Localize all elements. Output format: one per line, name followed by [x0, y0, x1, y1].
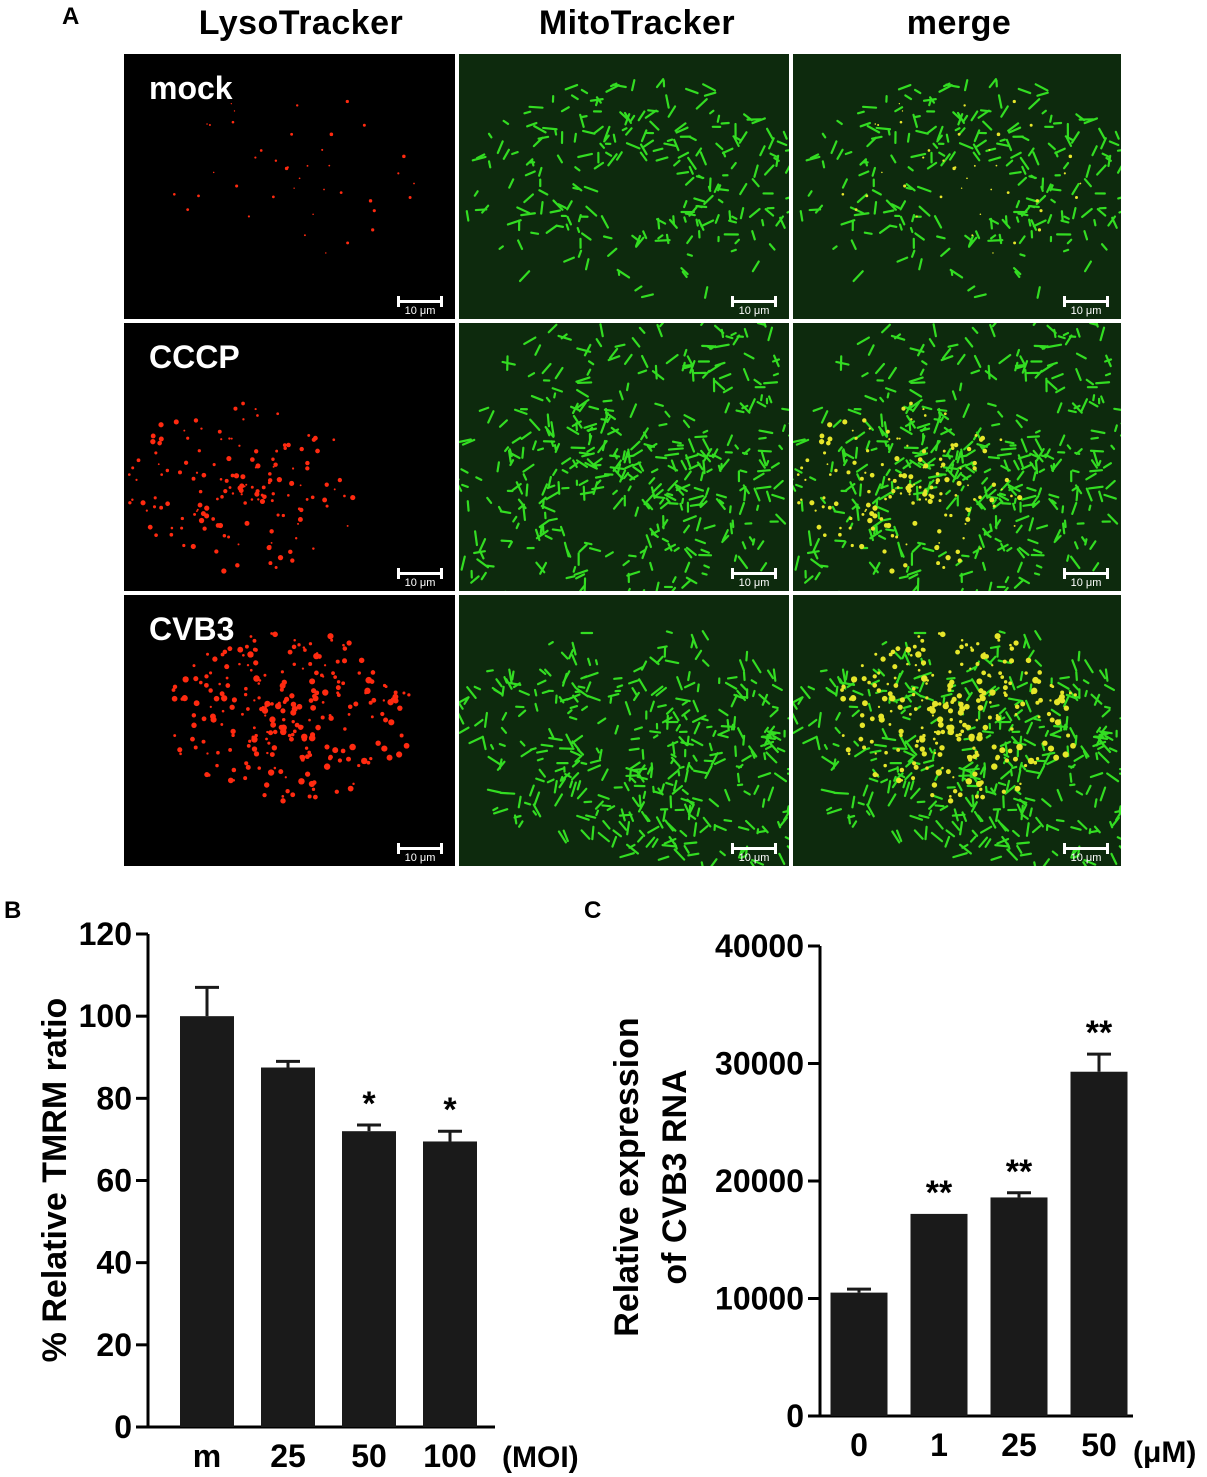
row-label-cvb3: CVB3	[149, 611, 235, 647]
micrograph-mock-merge: 10 μm	[793, 54, 1121, 319]
micrograph-mock-mito: 10 μm	[459, 54, 789, 319]
x-tick-label-1: 1	[930, 1427, 948, 1463]
scale-bar: 10 μm	[1063, 568, 1109, 589]
scale-bar: 10 μm	[731, 568, 777, 589]
scale-bar-label: 10 μm	[404, 577, 436, 589]
scale-bar: 10 μm	[397, 568, 443, 589]
micrograph-grid: mock 10 μm 10 μm 10 μm CCCP 10 μm 10 μm 10 μm CV…	[124, 54, 1121, 866]
y-tick-label: 30000	[715, 1046, 804, 1082]
y-axis-title: % Relative TMRM ratio	[36, 998, 74, 1363]
y-tick-label: 40000	[715, 928, 804, 964]
panel-b-letter: B	[4, 897, 22, 924]
row-label-mock: mock	[149, 70, 233, 106]
y-tick-label: 20000	[715, 1163, 804, 1199]
y-axis-title-line-2: of CVB3 RNA	[656, 1069, 694, 1284]
panel-a-letter: A	[62, 3, 80, 30]
tmrm-bar-chart: 0 20 40 60 80 100 120 m 25 50 * 100 * % Relative TMR…	[36, 916, 579, 1474]
micrograph-cvb3-lyso: CVB3 10 μm	[124, 595, 455, 866]
x-tick-label-50: 50	[1081, 1427, 1117, 1463]
x-tick-label-50: 50	[351, 1438, 387, 1474]
bar-25	[990, 1197, 1048, 1416]
row-label-cccp: CCCP	[149, 339, 240, 375]
x-tick-label-25: 25	[1001, 1427, 1037, 1463]
y-tick-label: 0	[114, 1409, 132, 1445]
y-tick-label: 20	[96, 1327, 132, 1363]
micrograph-cvb3-merge: 10 μm	[793, 595, 1121, 866]
x-axis-unit: (μM)	[1133, 1436, 1196, 1469]
bar-25	[261, 1067, 315, 1427]
scale-bar-label: 10 μm	[738, 305, 770, 317]
cvb3-rna-bar-chart: 0 10000 20000 30000 40000 0 1 ** 25 ** 50 ** Relati…	[608, 928, 1196, 1469]
micrograph-cccp-lyso: CCCP 10 μm	[124, 323, 455, 591]
significance-marker: **	[926, 1174, 953, 1212]
bar-0	[830, 1292, 888, 1416]
scale-bar: 10 μm	[731, 843, 777, 864]
scale-bar-label: 10 μm	[404, 852, 436, 864]
y-tick-label: 100	[79, 998, 132, 1034]
bar-100	[423, 1141, 477, 1427]
scale-bar: 10 μm	[397, 296, 443, 317]
x-tick-label-m: m	[193, 1438, 221, 1474]
x-tick-label-0: 0	[850, 1427, 868, 1463]
bar-50	[1070, 1071, 1128, 1416]
scale-bar: 10 μm	[1063, 843, 1109, 864]
y-tick-label: 0	[786, 1398, 804, 1434]
y-axis-title-line-1: Relative expression	[608, 1017, 646, 1336]
significance-marker: **	[1006, 1153, 1033, 1191]
scale-bar-label: 10 μm	[404, 305, 436, 317]
micrograph-cccp-merge: 10 μm	[793, 323, 1121, 591]
scale-bar-label: 10 μm	[1070, 577, 1102, 589]
scale-bar: 10 μm	[731, 296, 777, 317]
scale-bar-label: 10 μm	[738, 577, 770, 589]
significance-marker: **	[1086, 1014, 1113, 1052]
micrograph-mock-lyso: mock 10 μm	[124, 54, 455, 319]
scale-bar-label: 10 μm	[1070, 852, 1102, 864]
x-tick-label-100: 100	[423, 1438, 476, 1474]
bar-1	[910, 1213, 968, 1416]
micrograph-cccp-mito: 10 μm	[459, 323, 789, 591]
y-tick-label: 120	[79, 916, 132, 952]
bar-50	[342, 1131, 396, 1427]
scale-bar-label: 10 μm	[1070, 305, 1102, 317]
bar-m	[180, 1016, 234, 1427]
y-tick-label: 80	[96, 1080, 132, 1116]
y-tick-label: 40	[96, 1245, 132, 1281]
scale-bar-label: 10 μm	[738, 852, 770, 864]
column-header-lysotracker: LysoTracker	[198, 4, 404, 42]
micrograph-cvb3-mito: 10 μm	[459, 595, 789, 866]
column-header-merge: merge	[906, 4, 1012, 42]
x-tick-label-25: 25	[270, 1438, 306, 1474]
x-axis-unit: (MOI)	[502, 1441, 579, 1474]
significance-marker: *	[443, 1091, 457, 1129]
scale-bar: 10 μm	[397, 843, 443, 864]
significance-marker: *	[362, 1085, 376, 1123]
y-tick-label: 60	[96, 1163, 132, 1199]
panel-c-letter: C	[584, 897, 602, 924]
column-header-mitotracker: MitoTracker	[538, 4, 736, 42]
scale-bar: 10 μm	[1063, 296, 1109, 317]
y-tick-label: 10000	[715, 1281, 804, 1317]
